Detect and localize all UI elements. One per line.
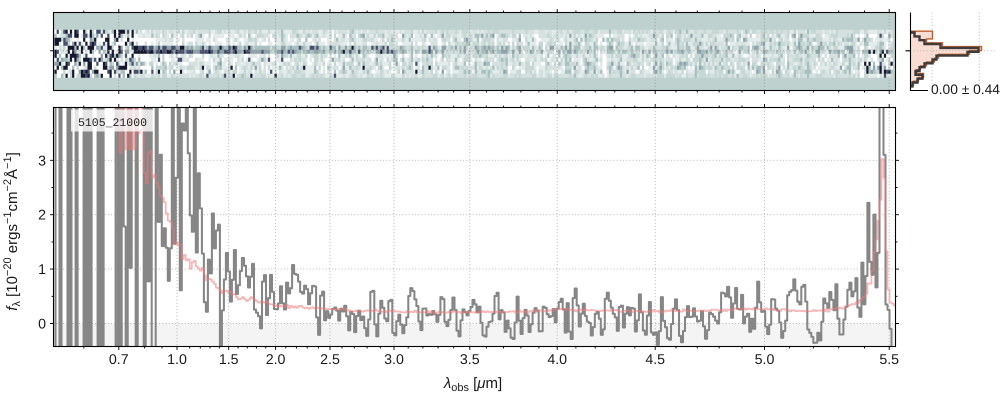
svg-text:2.5: 2.5 (320, 352, 340, 368)
svg-text:0: 0 (38, 317, 46, 333)
svg-text:1.5: 1.5 (219, 352, 239, 368)
svg-text:1.0: 1.0 (167, 352, 187, 368)
svg-text:4.0: 4.0 (547, 352, 567, 368)
svg-text:4.5: 4.5 (645, 352, 665, 368)
svg-text:3.0: 3.0 (384, 352, 404, 368)
svg-text:5105_21000: 5105_21000 (78, 117, 147, 130)
svg-text:2: 2 (38, 208, 46, 224)
svg-text:0.7: 0.7 (109, 352, 129, 368)
svg-text:2.0: 2.0 (266, 352, 286, 368)
svg-text:1: 1 (38, 262, 46, 278)
svg-text:3: 3 (38, 153, 46, 169)
svg-text:5.5: 5.5 (879, 352, 899, 368)
svg-text:3.5: 3.5 (460, 352, 480, 368)
svg-text:fλ [10−20 ergs−1cm−2Å−1]: fλ [10−20 ergs−1cm−2Å−1] (2, 152, 23, 311)
svg-text:5.0: 5.0 (755, 352, 775, 368)
svg-text:λobs [μm]: λobs [μm] (443, 375, 502, 394)
svg-text:0.00 ± 0.44: 0.00 ± 0.44 (931, 82, 1000, 97)
